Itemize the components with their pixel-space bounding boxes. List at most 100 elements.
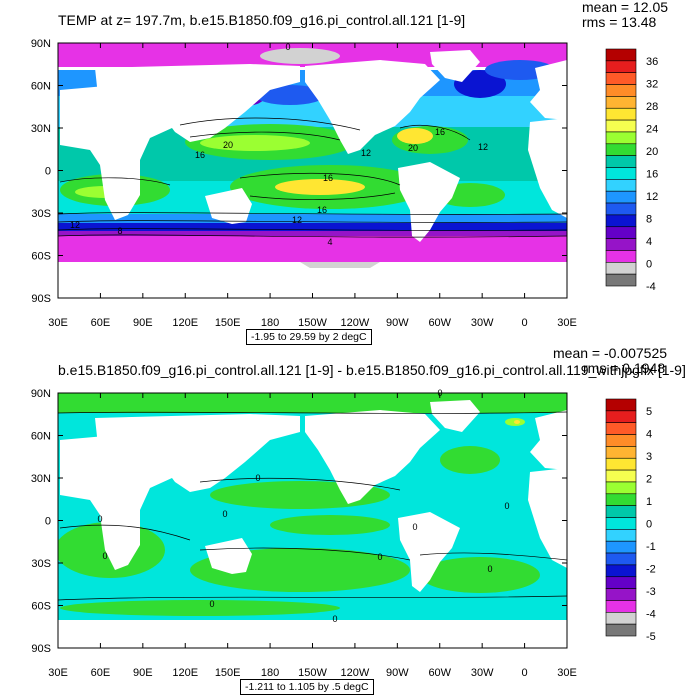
lon-label: 150E [215,667,241,679]
lon-label: 60W [428,317,451,329]
arctic-ice-gray [260,48,340,64]
land-north-america [305,60,440,154]
positive-south-atlantic [420,557,540,593]
lat-label: 30S [31,558,51,570]
colorbar-swatch [605,517,637,530]
contour-label: 0 [285,42,290,52]
colorbar-label: 20 [646,146,658,158]
contour-label: 4 [327,237,332,247]
colorbar-label: 1 [646,496,652,508]
rms-value: rms = 13.48 [582,14,657,30]
contour-label: 0 [504,501,509,511]
colorbar-swatch [605,60,637,73]
colorbar-swatch [605,422,637,435]
colorbar-swatch [605,131,637,145]
colorbar-label: -5 [646,631,656,643]
lon-label: 30E [48,667,68,679]
colorbar-swatch [605,434,637,447]
land-europe-atlantic [530,60,567,120]
colorbar-swatch [605,202,637,216]
land-greenland [430,50,480,82]
colorbar-label: 16 [646,168,658,180]
contour-label: 0 [222,509,227,519]
land-africa-east [528,118,567,218]
mean-value: mean = 12.05 [582,0,669,15]
axis-labels: 90N 60N 30N 0 30S 60S 90S 30E 60E 90E 120E 150E 180 1… [31,388,577,679]
colorbar-label: 3 [646,451,652,463]
lon-label: 180 [261,667,279,679]
colorbar-swatch [605,410,637,423]
colorbar-swatch [605,179,637,192]
lon-label: 150W [298,667,327,679]
land-antarctica [58,620,567,648]
colorbar-label: 0 [646,258,652,270]
antarctic-ice-gray [300,262,380,268]
contour-label: 0 [209,599,214,609]
warm-core-atlantic-north [397,128,433,144]
lon-label: 90E [133,317,153,329]
contour-lines [58,411,567,601]
lat-label: 0 [45,166,51,178]
colorbar-label: 5 [646,406,652,418]
colorbar-swatch [605,588,637,601]
contour-label: 0 [412,522,417,532]
colorbar-swatch [605,273,637,287]
lat-label: 60S [31,601,51,613]
contour-label: 20 [223,140,233,150]
lon-label: 30W [471,317,494,329]
colorbar-label: 4 [646,428,652,440]
lon-label: 120W [341,317,370,329]
colorbar-label: 0 [646,518,652,530]
lon-label: 90W [386,667,409,679]
land-eurasia [95,64,300,142]
land-australia [205,538,252,574]
land-europe-atlantic [530,410,567,470]
axis-labels: 90N 60N 30N 0 30S 60S 90S 30E 60E 90E 120E 150E 180 1… [31,38,577,329]
colorbar-swatch [605,250,637,263]
colorbar-label: 28 [646,101,658,113]
axis-ticks [57,392,568,649]
positive-hotspot-dot [514,420,520,424]
contour-label: 0 [487,564,492,574]
labrador-sea [454,70,506,98]
colorbar-label: 32 [646,78,658,90]
contour-label: 12 [478,142,488,152]
colorbar-swatch [605,398,637,412]
colorbar-swatch [605,529,637,542]
land-antarctica [58,262,567,298]
lat-label: 60N [31,431,51,443]
band-southern-ocean-purple [58,228,567,236]
map-plot: 90N 60N 30N 0 30S 60S 90S 30E 60E 90E 120E 150E 180 1… [31,38,658,329]
lon-label: 30E [557,317,577,329]
colorbar-swatch [605,167,637,180]
colorbar-swatch [605,457,637,471]
lat-label: 90N [31,38,51,50]
contour-range-label: -1.95 to 29.59 by 2 degC [246,329,372,345]
colorbar-swatch [605,505,637,518]
contour-label: 12 [292,215,302,225]
band-southern-ocean-midblue [58,213,567,223]
lon-label: 180 [261,317,279,329]
contour-label: 0 [437,388,442,398]
colorbar-swatch [605,143,637,156]
colorbar-label: 8 [646,213,652,225]
colorbar-label: 12 [646,191,658,203]
lon-label: 150W [298,317,327,329]
colorbar-label: -1 [646,541,656,553]
lon-label: 60E [91,667,111,679]
colorbar-swatch [605,481,637,495]
positive-north-atlantic [440,446,500,474]
land-north-america [305,410,440,504]
lat-label: 30N [31,123,51,135]
lon-label: 0 [522,317,528,329]
panel-temperature: TEMP at z= 197.7m, b.e15.B1850.f09_g16.p… [31,0,669,345]
land-eurasia [95,414,300,492]
lat-label: 60N [31,81,51,93]
colorbar: 36 32 28 24 20 16 12 8 4 0 -4 [605,48,658,293]
lon-label: 90W [386,317,409,329]
lat-label: 0 [45,516,51,528]
colorbar-swatch [605,469,637,483]
lat-label: 90S [31,643,51,655]
colorbar-label: 36 [646,56,658,68]
band-southern-ocean-blue [58,222,567,231]
